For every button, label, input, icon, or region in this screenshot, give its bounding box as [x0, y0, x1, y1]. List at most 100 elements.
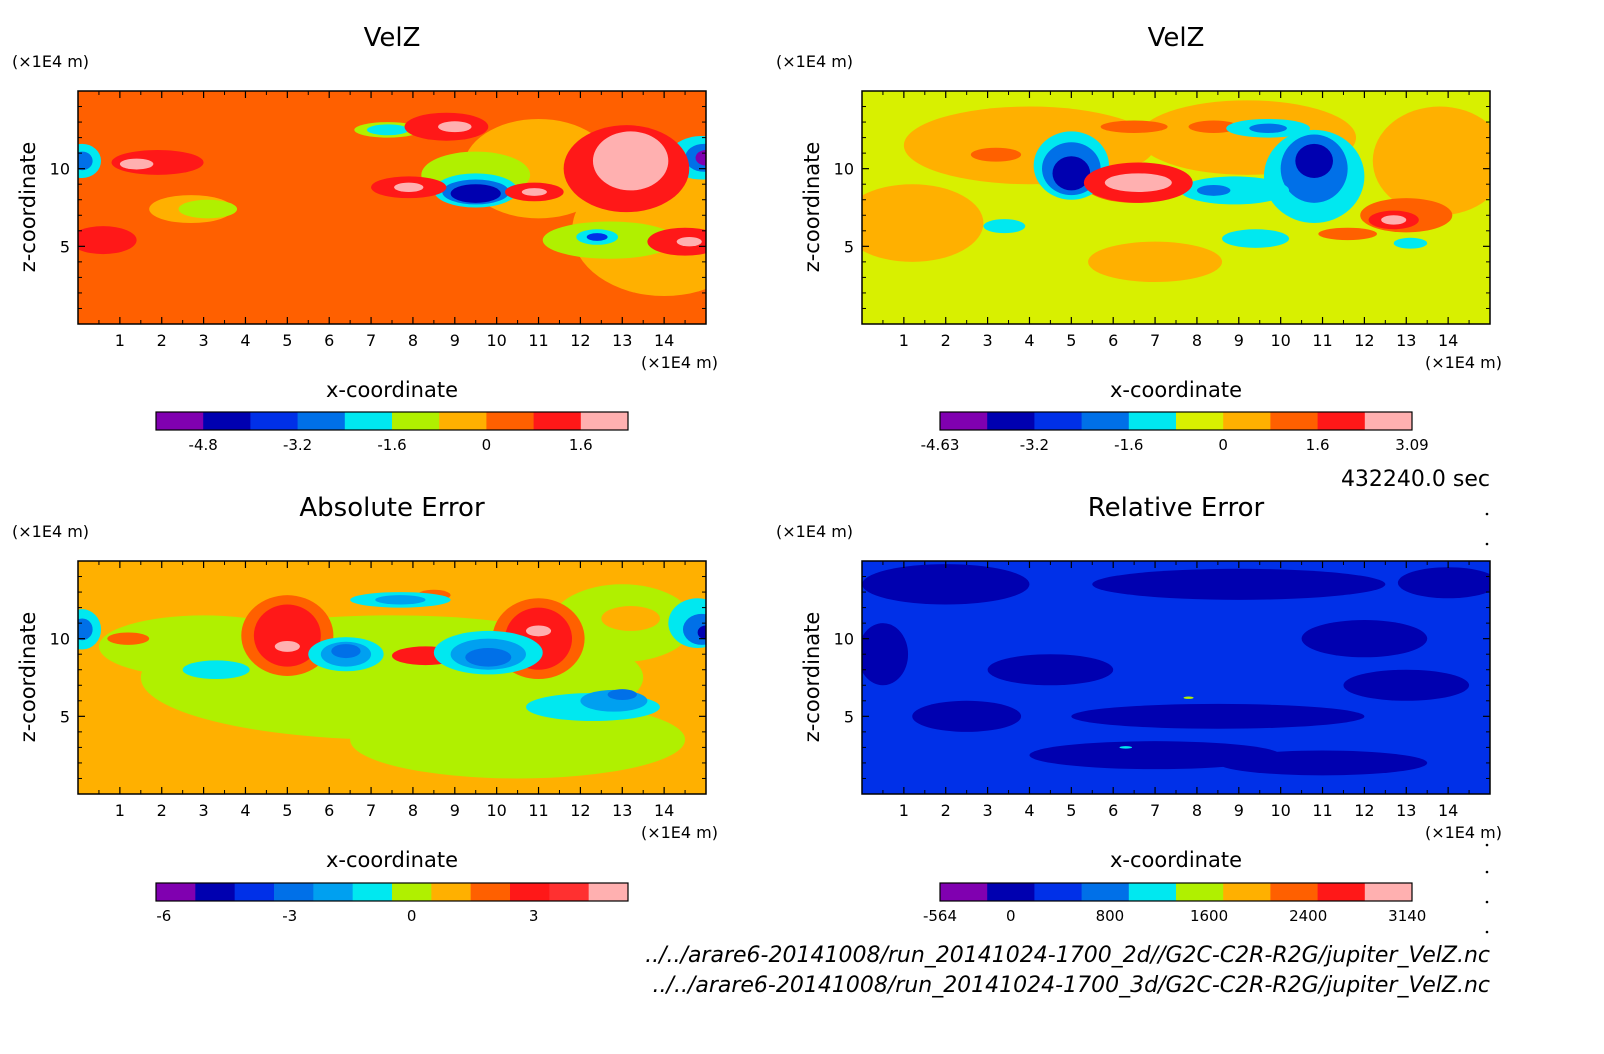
y-unit-label: (×1E4 m) — [776, 522, 853, 541]
colorbar-segment — [940, 412, 988, 430]
colorbar-segment — [1128, 412, 1177, 430]
y-tick-label: 10 — [834, 160, 854, 179]
colorbar-segment — [470, 883, 511, 901]
contour-region — [1318, 227, 1377, 241]
colorbar-segment — [1176, 412, 1224, 430]
y-tick-label: 10 — [50, 160, 70, 179]
contour-region — [676, 237, 702, 247]
colorbar-label: -6 — [156, 907, 171, 925]
x-unit-label: (×1E4 m) — [1425, 353, 1502, 372]
x-tick-label: 1 — [115, 331, 125, 350]
colorbar-segment — [486, 412, 535, 430]
contour-region — [1249, 123, 1287, 133]
colorbar-segment — [156, 883, 196, 901]
x-tick-label: 10 — [1270, 801, 1290, 820]
colorbar-label: 0 — [482, 436, 492, 454]
contour-region — [695, 150, 706, 166]
x-unit-label: (×1E4 m) — [1425, 823, 1502, 842]
x-tick-label: 4 — [1024, 801, 1034, 820]
colorbar-segment — [987, 883, 1035, 901]
x-tick-label: 10 — [486, 801, 506, 820]
contour-region — [438, 121, 472, 133]
x-axis-label: x-coordinate — [1110, 378, 1242, 402]
file-path-2d: ../../arare6-20141008/run_20141024-1700_… — [645, 943, 1490, 968]
x-tick-label: 2 — [941, 331, 951, 350]
contour-region — [1180, 176, 1290, 205]
colorbar-label: 1600 — [1190, 907, 1228, 925]
colorbar-label: 1.6 — [569, 436, 593, 454]
panel-title: Relative Error — [1088, 493, 1265, 523]
colorbar-segment — [1081, 412, 1130, 430]
x-tick-label: 3 — [199, 801, 209, 820]
colorbar-frame — [155, 882, 629, 902]
contour-region — [119, 158, 154, 170]
panel-velz-3d: VelZ (×1E4 m) z-coordinate 1 2 3 4 5 6 7 8 9 10 11… — [776, 23, 1502, 454]
x-tick-label: 5 — [1066, 801, 1076, 820]
colorbar-segment — [156, 412, 204, 430]
colorbar-label: -3 — [282, 907, 297, 925]
x-tick-label: 14 — [654, 801, 674, 820]
x-tick-label: 5 — [282, 331, 292, 350]
colorbar-label: 3 — [529, 907, 539, 925]
colorbar-label: 0 — [407, 907, 417, 925]
contour-region — [601, 606, 660, 631]
contour-region — [1119, 746, 1133, 749]
y-unit-label: (×1E4 m) — [12, 522, 89, 541]
x-tick-label: 8 — [408, 331, 418, 350]
colorbar-segment — [1270, 412, 1319, 430]
contour-region — [1071, 703, 1365, 729]
x-tick-label: 2 — [157, 801, 167, 820]
colorbar-segment — [1317, 883, 1366, 901]
colorbar-segment — [510, 883, 550, 901]
colorbar-label: 3140 — [1388, 907, 1426, 925]
contour-region — [1100, 120, 1168, 133]
x-tick-label: 1 — [899, 801, 909, 820]
x-tick-label: 13 — [612, 331, 632, 350]
x-tick-label: 7 — [1150, 801, 1160, 820]
x-tick-label: 8 — [1192, 331, 1202, 350]
x-unit-label: (×1E4 m) — [641, 353, 718, 372]
y-axis-label: z-coordinate — [16, 142, 40, 273]
contour-region — [586, 233, 608, 241]
contour-region — [521, 188, 547, 196]
contour-region — [1217, 750, 1428, 776]
x-tick-label: 11 — [528, 801, 548, 820]
x-tick-label: 7 — [366, 331, 376, 350]
x-tick-label: 14 — [654, 331, 674, 350]
y-tick-label: 5 — [844, 237, 854, 256]
x-tick-label: 5 — [282, 801, 292, 820]
contour-region — [1183, 696, 1194, 699]
contour-region — [1029, 741, 1281, 770]
colorbar-segment — [352, 883, 393, 901]
panel-title: Absolute Error — [299, 493, 485, 523]
x-tick-label: 9 — [450, 801, 460, 820]
y-axis-label: z-coordinate — [16, 612, 40, 743]
contour-region — [1295, 143, 1334, 178]
colorbar-frame — [939, 411, 1413, 431]
y-tick-label: 10 — [50, 630, 70, 649]
colorbar-label: 2400 — [1289, 907, 1327, 925]
contour-region — [375, 595, 426, 605]
x-tick-label: 11 — [1312, 801, 1332, 820]
x-tick-label: 2 — [157, 331, 167, 350]
x-tick-label: 6 — [324, 801, 334, 820]
contour-region — [366, 124, 409, 136]
contour-region — [697, 625, 706, 640]
colorbar-segment — [203, 412, 251, 430]
contour-region — [1052, 156, 1091, 191]
x-tick-label: 8 — [1192, 801, 1202, 820]
y-axis-label: z-coordinate — [800, 612, 824, 743]
colorbar-segment — [392, 412, 440, 430]
colorbar-segment — [533, 412, 582, 430]
colorbar-label: -4.8 — [189, 436, 218, 454]
contour-region — [274, 640, 300, 652]
colorbar-segment — [580, 412, 629, 430]
contour-region — [1397, 567, 1490, 599]
